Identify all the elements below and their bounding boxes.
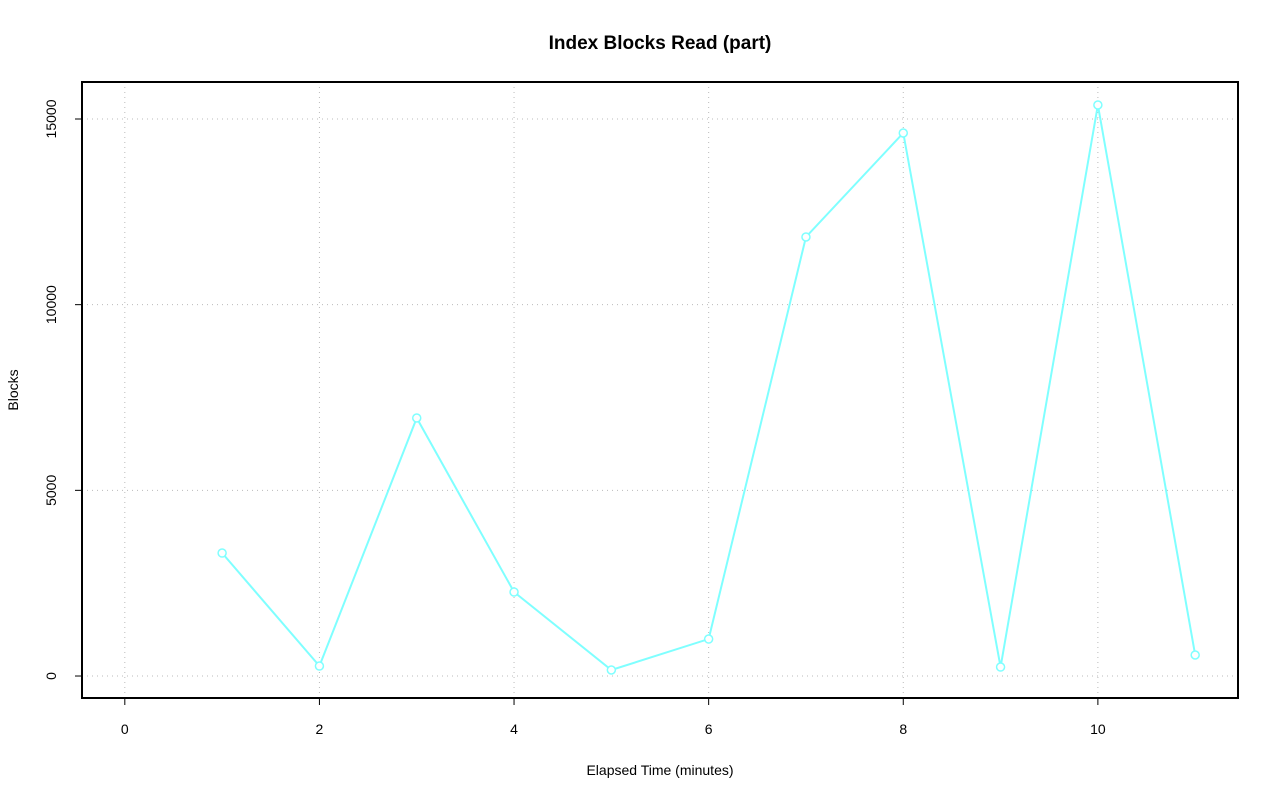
x-tick-label: 0: [121, 721, 129, 737]
point: [217, 548, 227, 558]
point: [898, 128, 909, 138]
point: [509, 587, 519, 597]
x-axis-label: Elapsed Time (minutes): [586, 762, 733, 778]
point: [995, 662, 1006, 672]
point: [801, 232, 811, 242]
grid: [82, 82, 1238, 698]
point: [411, 413, 422, 423]
y-tick-label: 15000: [43, 99, 59, 138]
y-axis-label: Blocks: [5, 369, 21, 410]
y-tick-label: 10000: [43, 285, 59, 324]
x-tick-label: 2: [316, 721, 324, 737]
y-tick-label: 5000: [43, 475, 59, 506]
x-tick-label: 10: [1090, 721, 1106, 737]
point: [314, 661, 325, 671]
x-tick-label: 4: [510, 721, 518, 737]
point: [703, 634, 714, 644]
y-tick-label: 0: [43, 672, 59, 680]
marks: [217, 100, 1200, 675]
x-tick-label: 6: [705, 721, 713, 737]
point: [1190, 650, 1200, 660]
point: [606, 665, 617, 675]
x-tick-label: 8: [899, 721, 907, 737]
chart-title: Index Blocks Read (part): [549, 33, 772, 54]
point: [1093, 100, 1103, 110]
plot-frame: [81, 81, 1239, 699]
